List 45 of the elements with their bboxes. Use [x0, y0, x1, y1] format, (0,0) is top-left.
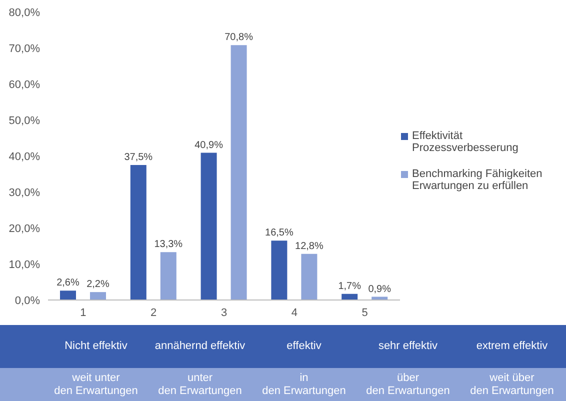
y-tick-label: 70,0% [8, 42, 40, 55]
text: unter den Erwartungen [157, 372, 243, 398]
y-tick-label: 0,0% [14, 294, 40, 307]
x-tick-label: 5 [362, 306, 368, 319]
data-label: 2,6% [56, 278, 80, 289]
data-label: 40,9% [194, 140, 224, 151]
bar [230, 45, 247, 300]
legend-label: Benchmarking Fähigkeiten Erwartungen zu erfüllen [412, 168, 544, 192]
data-label: 12,8% [295, 240, 324, 252]
data-label: 37,5% [124, 152, 153, 163]
bar [160, 252, 176, 300]
legend-label: Effektivität Prozessverbesserung [412, 130, 520, 154]
bar [130, 165, 146, 300]
text: extrem effektiv [475, 340, 549, 353]
text: sehr effektiv [377, 340, 439, 353]
data-label: 16,5% [265, 228, 294, 239]
y-tick-label: 60,0% [8, 78, 40, 91]
bar [342, 294, 358, 300]
y-tick-label: 50,0% [8, 114, 40, 127]
text: weit unter den Erwartungen [53, 372, 139, 398]
x-tick-label: 1 [80, 306, 86, 319]
y-tick-label: 20,0% [8, 222, 40, 235]
bar [200, 152, 217, 300]
bar [60, 290, 76, 300]
text: über den Erwartungen [365, 372, 451, 398]
data-label: 2,2% [86, 279, 110, 290]
y-tick-label: 40,0% [8, 150, 40, 163]
bar [301, 254, 318, 300]
text: annähernd effektiv [154, 340, 246, 353]
data-label: 70,8% [224, 32, 254, 44]
text: Nicht effektiv [64, 340, 128, 353]
y-tick-label: 10,0% [8, 258, 40, 271]
data-label: 1,7% [338, 280, 362, 292]
x-tick-label: 2 [150, 306, 157, 319]
bar [271, 240, 288, 300]
data-label: 0,9% [368, 284, 392, 295]
text: in den Erwartungen [261, 372, 347, 398]
text: weit über den Erwartungen [469, 372, 555, 398]
data-label: 13,3% [154, 239, 183, 250]
y-tick-label: 80,0% [8, 6, 40, 19]
y-tick-label: 30,0% [8, 186, 40, 199]
text: effektiv [286, 340, 322, 353]
bar [90, 292, 106, 300]
x-tick-label: 4 [291, 306, 298, 319]
x-tick-label: 3 [220, 306, 228, 319]
